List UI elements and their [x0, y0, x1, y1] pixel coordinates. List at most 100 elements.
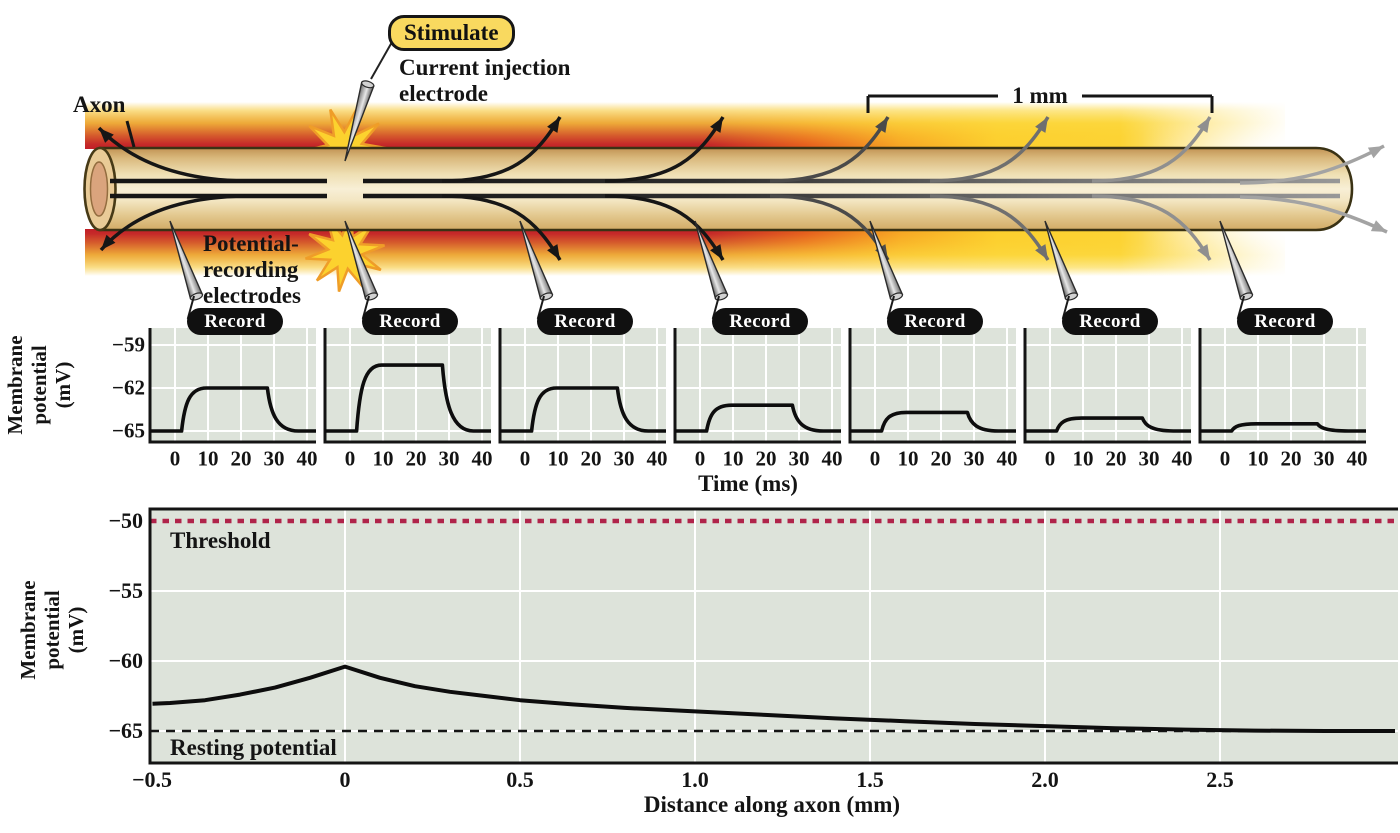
y-tick-label: −65	[108, 718, 143, 743]
x-tick-label: 30	[963, 446, 985, 471]
scale-bracket	[866, 94, 1214, 113]
x-tick-label: 10	[897, 446, 919, 471]
x-tick-label: 40	[996, 446, 1018, 471]
x-tick-label: 0	[169, 446, 181, 471]
record-badge: Record	[887, 308, 983, 335]
mini-chart-axes	[1023, 328, 1191, 444]
mini-chart-bg	[150, 328, 316, 442]
voltage-trace	[150, 386, 316, 433]
current-injection-electrode	[344, 80, 375, 162]
x-tick-label: 0	[1219, 446, 1231, 471]
x-tick-label: 0.5	[506, 767, 534, 792]
current-arrow	[441, 194, 562, 261]
recording-electrode	[1044, 220, 1079, 301]
current-arrow	[769, 116, 890, 183]
current-arrowhead	[710, 117, 723, 133]
current-flow-arrows	[97, 116, 1388, 261]
charts-vector-layer	[148, 328, 1398, 765]
recording-electrode	[1219, 220, 1254, 301]
y-tick-label: −59	[112, 332, 145, 357]
current-arrow	[1239, 144, 1385, 185]
x-tick-label: −0.5	[131, 767, 173, 792]
current-arrow	[929, 116, 1050, 183]
x-tick-label: 30	[788, 446, 810, 471]
x-tick-label: 40	[296, 446, 318, 471]
mini-charts-y-axis-title: Membrane potential (mV)	[3, 335, 75, 435]
distance-axis-title: Distance along axon (mm)	[643, 792, 901, 817]
current-arrowhead	[875, 117, 888, 133]
bottom-chart-axes	[148, 507, 1398, 765]
mini-chart-bg	[850, 328, 1016, 442]
record-badge: Record	[712, 308, 808, 335]
x-tick-label: 30	[1313, 446, 1335, 471]
time-axis-title: Time (ms)	[698, 471, 798, 496]
current-arrow	[604, 116, 725, 183]
x-tick-label: 40	[821, 446, 843, 471]
mini-chart-bg	[1025, 328, 1191, 442]
x-tick-label: 20	[580, 446, 602, 471]
x-tick-label: 1.0	[681, 767, 709, 792]
mini-chart-axes	[148, 328, 316, 444]
x-tick-label: 30	[263, 446, 285, 471]
x-tick-label: 0	[1044, 446, 1056, 471]
y-tick-label: −50	[108, 508, 143, 533]
current-arrow	[1091, 194, 1212, 261]
axon-cut-lumen	[89, 161, 109, 217]
current-arrowhead	[99, 128, 114, 143]
current-arrow	[1239, 195, 1388, 234]
current-arrowhead	[710, 244, 723, 260]
record-badge: Record	[187, 308, 283, 335]
recording-electrode	[344, 220, 379, 301]
x-tick-label: 10	[722, 446, 744, 471]
x-tick-label: 30	[613, 446, 635, 471]
y-tick-label: −60	[108, 648, 143, 673]
stimulate-connector-line	[370, 41, 393, 80]
x-tick-label: 1.5	[856, 767, 884, 792]
threshold-label: Threshold	[170, 528, 271, 553]
voltage-trace	[325, 363, 491, 433]
voltage-trace	[500, 386, 666, 433]
y-tick-label: −55	[108, 578, 143, 603]
record-badge: Record	[1062, 308, 1158, 335]
potential-recording-electrodes-label: Potential- recording electrodes	[203, 231, 301, 308]
x-tick-label: 20	[1105, 446, 1127, 471]
x-tick-label: 0	[344, 446, 356, 471]
recording-electrode	[869, 220, 904, 301]
recording-electrode	[519, 220, 554, 301]
stimulate-badge: Stimulate	[388, 15, 515, 51]
y-tick-label: −65	[112, 418, 145, 443]
axon-label-tick	[125, 120, 136, 148]
current-arrowhead	[1370, 220, 1387, 232]
current-arrowhead	[1035, 244, 1048, 260]
voltage-trace	[1025, 416, 1191, 433]
x-tick-label: 2.0	[1031, 767, 1059, 792]
decay-curve	[152, 664, 1395, 733]
current-arrowhead	[1197, 117, 1210, 133]
x-tick-label: 0	[519, 446, 531, 471]
electrodes	[169, 80, 1254, 322]
current-arrowhead	[101, 234, 116, 250]
x-tick-label: 10	[197, 446, 219, 471]
current-arrow	[441, 116, 562, 183]
axon-label: Axon	[73, 92, 126, 117]
x-tick-label: 10	[1072, 446, 1094, 471]
x-tick-label: 20	[230, 446, 252, 471]
current-arrowhead	[1197, 244, 1210, 260]
x-tick-label: 30	[438, 446, 460, 471]
x-tick-label: 2.5	[1206, 767, 1234, 792]
axon-body	[98, 146, 1354, 232]
mini-chart-axes	[1198, 328, 1366, 444]
mini-chart-bg	[325, 328, 491, 442]
x-tick-label: 40	[646, 446, 668, 471]
x-tick-label: 10	[547, 446, 569, 471]
resting-potential-label: Resting potential	[170, 735, 337, 760]
burst-star-bottom	[305, 211, 385, 293]
x-tick-label: 0	[339, 767, 351, 792]
current-arrowhead	[1035, 117, 1048, 133]
record-badge: Record	[1237, 308, 1333, 335]
current-arrow	[99, 194, 246, 252]
x-tick-label: 20	[405, 446, 427, 471]
current-injection-electrode-label: Current injection electrode	[399, 55, 571, 106]
current-arrowhead	[547, 244, 560, 260]
current-arrow	[604, 194, 725, 261]
